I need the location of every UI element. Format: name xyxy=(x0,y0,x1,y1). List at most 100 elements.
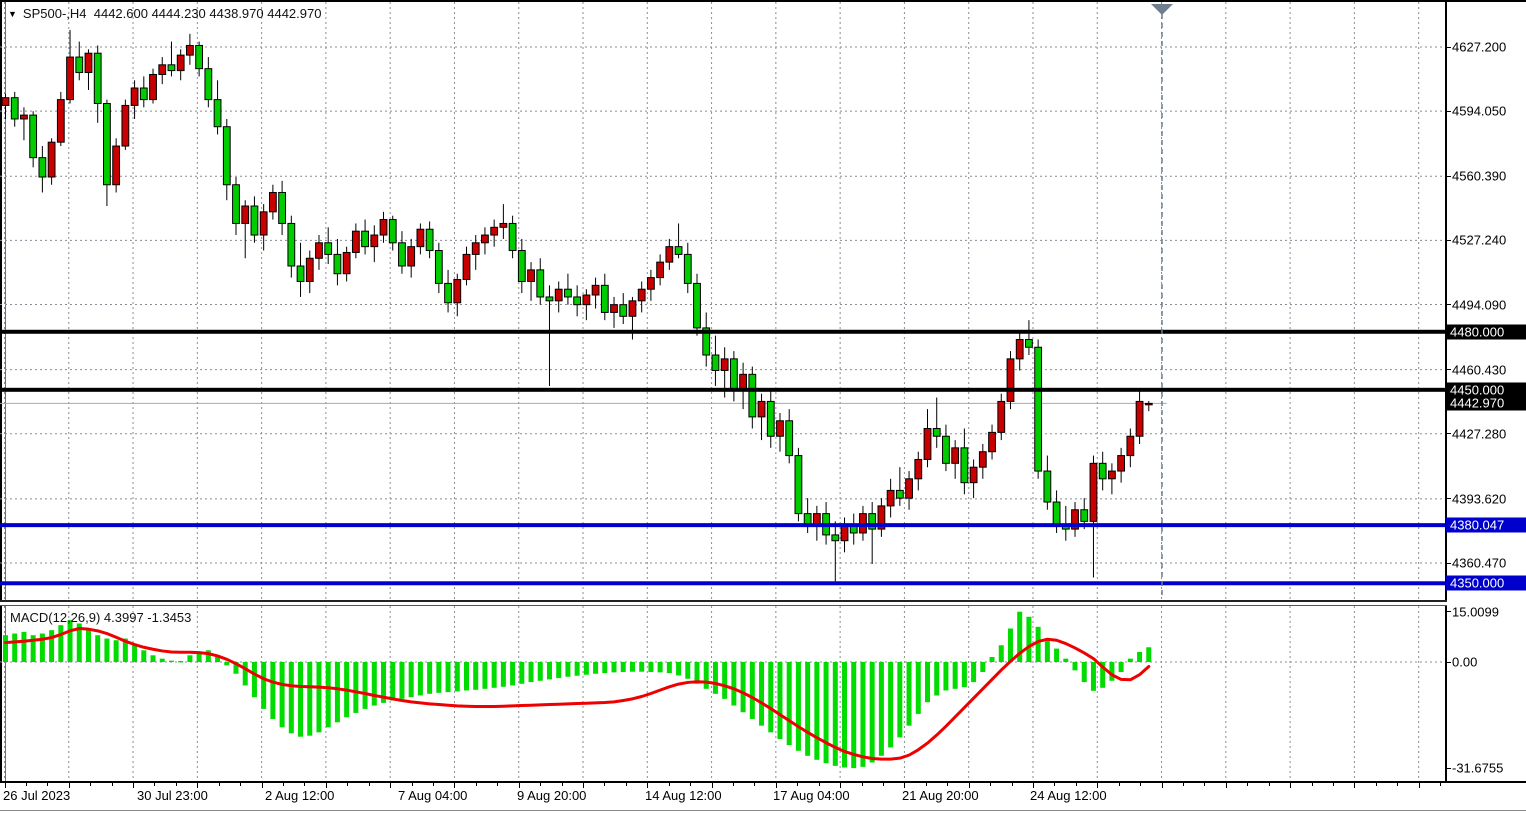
macd-histogram-bar xyxy=(270,662,276,719)
chart-title: ▼ SP500-,H4 4442.600 4444.230 4438.970 4… xyxy=(8,6,321,21)
bear-candle xyxy=(103,102,111,186)
bull-candle xyxy=(481,234,489,244)
macd-histogram-bar xyxy=(67,620,73,662)
macd-histogram-bar xyxy=(1054,648,1060,662)
bull-candle xyxy=(149,73,157,101)
bear-candle xyxy=(29,114,38,159)
bull-candle xyxy=(1144,402,1153,406)
bear-candle xyxy=(508,222,517,252)
time-axis-label: 30 Jul 23:00 xyxy=(137,788,208,803)
bull-candle xyxy=(130,87,139,106)
time-axis-minor-tick xyxy=(25,783,27,786)
macd-histogram-bar xyxy=(712,662,718,694)
time-axis-major-tick xyxy=(711,783,713,788)
bottom-window-edge xyxy=(0,810,1526,811)
macd-histogram-bar xyxy=(980,662,986,673)
macd-histogram-bar xyxy=(620,662,626,673)
macd-histogram-bar xyxy=(648,662,654,673)
symbol-dropdown-icon[interactable]: ▼ xyxy=(8,8,17,19)
price-chart-canvas[interactable] xyxy=(0,0,1446,600)
bull-candle xyxy=(923,428,932,460)
time-axis-minor-tick xyxy=(154,783,156,786)
bear-candle xyxy=(619,304,628,317)
time-axis-major-tick xyxy=(261,783,263,788)
bull-candle xyxy=(56,99,65,143)
bull-candle xyxy=(20,114,28,120)
time-axis-major-tick xyxy=(583,783,585,788)
macd-panel-canvas[interactable] xyxy=(0,606,1446,781)
price-axis-label: 4594.050 xyxy=(1452,103,1507,119)
macd-histogram-bar xyxy=(381,662,387,703)
macd-axis-tick xyxy=(1446,661,1451,663)
horizontal-level-line[interactable] xyxy=(0,387,1445,392)
bear-candle xyxy=(785,420,794,457)
macd-histogram-bar xyxy=(795,662,801,751)
macd-histogram-bar xyxy=(279,662,285,728)
bear-candle xyxy=(895,489,904,499)
time-axis-label: 21 Aug 20:00 xyxy=(902,788,979,803)
macd-histogram-bar xyxy=(1146,647,1152,662)
macd-histogram-bar xyxy=(150,655,156,662)
bear-candle xyxy=(1034,346,1043,472)
bull-candle xyxy=(1071,509,1079,530)
bull-candle xyxy=(176,54,185,72)
macd-histogram-bar xyxy=(1118,662,1124,673)
macd-histogram-bar xyxy=(215,656,221,662)
macd-histogram-bar xyxy=(473,662,479,690)
time-axis-minor-tick xyxy=(497,783,499,786)
macd-histogram-bar xyxy=(21,631,27,662)
macd-histogram-bar xyxy=(777,662,783,740)
horizontal-level-line[interactable] xyxy=(0,523,1445,528)
bear-candle xyxy=(868,513,877,530)
macd-histogram-bar xyxy=(168,660,174,663)
macd-histogram-bar xyxy=(768,662,774,733)
time-axis-minor-tick xyxy=(733,783,734,786)
time-axis-minor-tick xyxy=(540,783,542,786)
bull-candle xyxy=(665,246,674,263)
macd-histogram-bar xyxy=(141,650,147,662)
macd-histogram-bar xyxy=(113,640,119,662)
bear-candle xyxy=(278,191,287,224)
price-level-badge: 4380.047 xyxy=(1446,517,1526,533)
bull-candle xyxy=(951,447,960,464)
bull-candle xyxy=(490,226,499,236)
bear-candle xyxy=(398,242,406,267)
bear-candle xyxy=(296,265,305,282)
time-axis-minor-tick xyxy=(240,783,242,786)
macd-axis-tick xyxy=(1446,767,1451,769)
horizontal-level-line[interactable] xyxy=(0,329,1445,334)
bull-candle xyxy=(1135,400,1144,437)
time-axis-minor-tick xyxy=(1375,783,1377,786)
macd-histogram-bar xyxy=(694,662,700,684)
horizontal-level-line[interactable] xyxy=(0,581,1445,586)
time-axis-minor-tick xyxy=(368,783,370,786)
macd-histogram-bar xyxy=(814,662,820,760)
panel-divider[interactable] xyxy=(0,600,1447,606)
time-axis-major-tick xyxy=(133,783,135,788)
time-axis-label: 7 Aug 04:00 xyxy=(398,788,468,803)
macd-histogram-bar xyxy=(132,645,138,662)
bear-candle xyxy=(794,455,803,515)
time-axis-label: 2 Aug 12:00 xyxy=(265,788,335,803)
bear-candle xyxy=(425,228,434,252)
bear-candle xyxy=(361,230,369,248)
time-axis-major-tick xyxy=(518,783,520,788)
current-bar-marker-icon xyxy=(1151,4,1173,15)
bear-candle xyxy=(536,269,545,298)
time-axis-major-tick xyxy=(390,783,392,788)
time-axis-label: 17 Aug 04:00 xyxy=(773,788,850,803)
bull-candle xyxy=(988,431,996,453)
time-axis-minor-tick xyxy=(797,783,799,786)
macd-histogram-bar xyxy=(519,662,525,684)
macd-histogram-bar xyxy=(510,662,516,686)
price-axis-tick xyxy=(1446,239,1451,241)
bear-candle xyxy=(333,253,342,275)
bear-candle xyxy=(38,157,47,178)
macd-histogram-bar xyxy=(823,662,829,764)
bull-candle xyxy=(757,400,766,418)
macd-histogram-bar xyxy=(399,662,405,699)
bull-candle xyxy=(121,104,130,147)
macd-histogram-bar xyxy=(1035,626,1041,662)
bull-candle xyxy=(471,242,480,255)
bull-candle xyxy=(1015,339,1024,360)
